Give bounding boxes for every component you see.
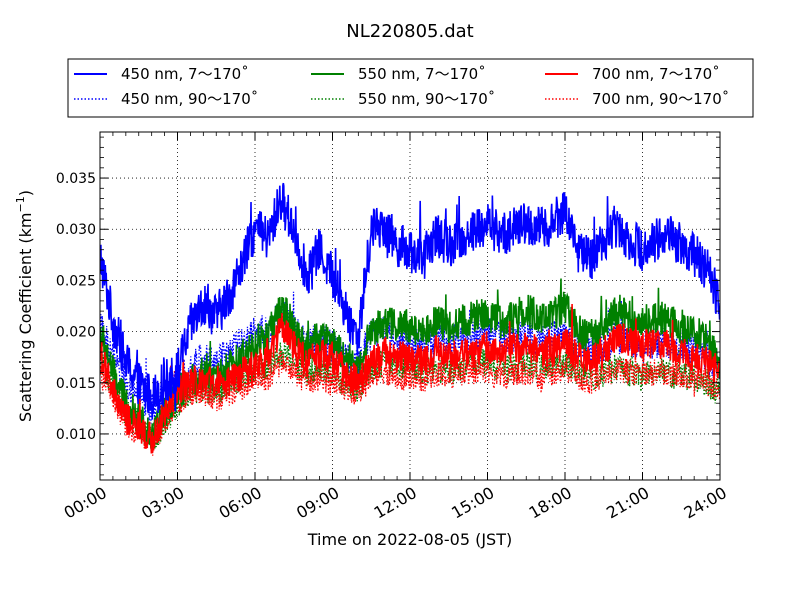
y-axis-label: Scattering Coefficient (km−1) xyxy=(14,190,35,422)
legend-label-1: 450 nm, 90～170˚ xyxy=(121,90,258,108)
y-tick-label: 0.035 xyxy=(56,171,96,187)
y-tick-label: 0.030 xyxy=(56,222,96,238)
series-line-4 xyxy=(100,303,720,454)
x-tick-label: 21:00 xyxy=(603,483,652,523)
chart-title: NL220805.dat xyxy=(346,21,473,42)
legend: 450 nm, 7～170˚ 450 nm, 90～170˚ 550 nm, 7～1… xyxy=(67,58,754,118)
legend-label-3: 550 nm, 90～170˚ xyxy=(358,90,495,108)
y-tick-label: 0.015 xyxy=(56,376,96,392)
y-tick-label: 0.020 xyxy=(56,325,96,341)
x-tick-label: 03:00 xyxy=(138,483,187,523)
series-layer xyxy=(100,182,720,456)
y-tick-label: 0.010 xyxy=(56,427,96,443)
axis-ticks xyxy=(99,132,721,480)
legend-box xyxy=(67,58,754,118)
legend-label-0: 450 nm, 7～170˚ xyxy=(121,65,249,83)
y-tick-label: 0.025 xyxy=(56,273,96,289)
series-line-0 xyxy=(100,182,720,420)
x-tick-label: 00:00 xyxy=(61,483,110,523)
y-axis-label-sup: −1 xyxy=(14,196,27,212)
legend-label-5: 700 nm, 90～170˚ xyxy=(592,90,729,108)
x-axis-label: Time on 2022-08-05 (JST) xyxy=(307,530,512,549)
y-axis-label-close: ) xyxy=(16,190,35,196)
legend-label-2: 550 nm, 7～170˚ xyxy=(358,65,486,83)
series-line-5 xyxy=(100,349,720,456)
y-axis-label-main: Scattering Coefficient (km xyxy=(16,212,35,422)
x-tick-label: 24:00 xyxy=(681,483,730,523)
x-tick-label: 15:00 xyxy=(448,483,497,523)
x-tick-label: 12:00 xyxy=(371,483,420,523)
x-tick-label: 18:00 xyxy=(526,483,575,523)
legend-label-4: 700 nm, 7～170˚ xyxy=(592,65,720,83)
x-tick-label: 06:00 xyxy=(216,483,265,523)
x-tick-label: 09:00 xyxy=(293,483,342,523)
